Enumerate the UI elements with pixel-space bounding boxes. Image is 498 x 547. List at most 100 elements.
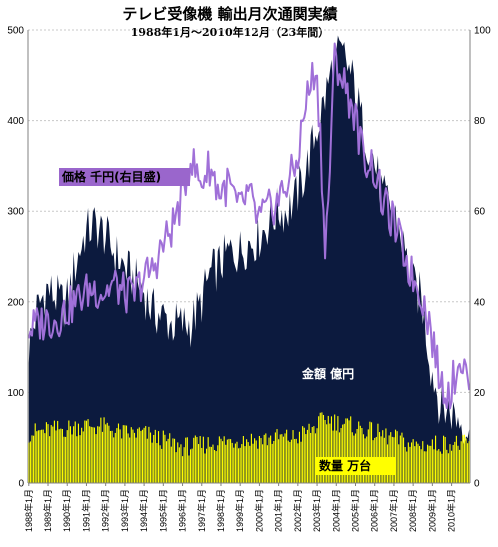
quantity-bar <box>108 425 110 483</box>
chart-title: テレビ受像機 輸出月次通関実績 <box>122 5 337 23</box>
quantity-bar <box>154 429 156 483</box>
quantity-bar <box>279 434 281 483</box>
x-tick-label: 1994年1月 <box>138 489 149 532</box>
quantity-bar <box>130 427 132 483</box>
quantity-bar <box>133 432 136 483</box>
quantity-bar <box>189 449 192 483</box>
quantity-bar <box>401 432 403 483</box>
quantity-bar <box>281 434 283 483</box>
quantity-bar <box>199 436 201 483</box>
quantity-bar <box>318 416 320 483</box>
quantity-bar <box>193 437 195 483</box>
quantity-bar <box>84 420 86 483</box>
x-tick-label: 1996年1月 <box>177 489 188 532</box>
quantity-bar <box>300 441 302 483</box>
x-tick-label: 1997年1月 <box>196 489 207 532</box>
quantity-bar <box>100 417 102 483</box>
quantity-bar <box>73 426 75 483</box>
price-line-series <box>27 42 471 410</box>
quantity-bar <box>119 429 121 483</box>
quantity-bar <box>109 431 112 483</box>
quantity-bar <box>225 444 227 483</box>
quantity-bar <box>423 451 425 483</box>
quantity-bar <box>95 434 97 483</box>
y-right-tick-label: 0 <box>474 479 480 490</box>
quantity-bar <box>455 435 457 483</box>
quantity-bar <box>223 436 225 483</box>
quantity-bar <box>260 438 262 483</box>
quantity-bar <box>430 445 432 483</box>
price-line <box>27 42 471 410</box>
quantity-bar <box>438 449 440 483</box>
quantity-bar <box>218 436 220 483</box>
quantity-bar <box>406 451 408 483</box>
quantity-bar <box>417 443 419 483</box>
quantity-bar <box>290 439 292 483</box>
quantity-bar <box>443 435 445 483</box>
quantity-bar <box>425 451 427 483</box>
quantity-bar <box>66 430 68 483</box>
quantity-bar <box>90 426 92 483</box>
x-tick-label: 2010年1月 <box>446 489 457 532</box>
quantity-bar <box>151 442 153 483</box>
quantity-bar <box>385 428 387 483</box>
quantity-bar <box>196 436 198 483</box>
quantity-bar <box>340 428 342 483</box>
quantity-bar <box>459 449 461 483</box>
x-tick-label: 2003年1月 <box>311 489 322 532</box>
quantity-bar <box>169 433 171 483</box>
quantity-bar <box>463 434 465 483</box>
quantity-bar <box>47 424 49 483</box>
y-left-tick-label: 500 <box>7 26 24 37</box>
y-right-tick-label: 20 <box>474 388 486 399</box>
quantity-bar <box>292 430 294 483</box>
quantity-bar <box>257 448 259 483</box>
quantity-bar <box>138 427 140 483</box>
quantity-bar <box>33 435 35 483</box>
quantity-bar <box>454 441 456 483</box>
quantity-bar <box>467 443 469 483</box>
quantity-bar <box>188 455 190 483</box>
quantity-bar <box>233 447 235 483</box>
quantity-bar <box>234 443 236 483</box>
quantity-bar <box>415 441 417 483</box>
quantity-bar <box>239 447 241 483</box>
quantity-bar <box>250 433 252 483</box>
quantity-bar <box>361 428 363 483</box>
quantity-bar <box>345 418 347 483</box>
quantity-bar <box>180 444 182 483</box>
quantity-bar <box>306 429 309 483</box>
y-left-tick-label: 400 <box>7 116 24 127</box>
quantity-bar <box>241 444 243 483</box>
quantity-bar <box>265 433 267 483</box>
quantity-bar <box>342 424 344 483</box>
quantity-bar <box>324 420 326 483</box>
quantity-bar <box>210 446 212 483</box>
quantity-bar <box>159 445 161 483</box>
quantity-bar <box>327 415 329 483</box>
quantity-bar <box>74 421 76 483</box>
quantity-bar <box>433 449 435 483</box>
quantity-bar <box>89 426 91 483</box>
quantity-bar <box>206 448 208 483</box>
quantity-bar <box>60 428 62 483</box>
quantity-bar <box>162 430 164 483</box>
quantity-bar <box>143 427 145 483</box>
quantity-bar <box>156 443 158 483</box>
quantity-bar <box>322 414 325 483</box>
quantity-bar <box>31 435 33 483</box>
x-tick-label: 1989年1月 <box>42 489 53 532</box>
quantity-bar <box>404 447 406 483</box>
quantity-bar <box>106 422 108 483</box>
quantity-bar <box>42 429 44 483</box>
quantity-bar <box>436 450 438 483</box>
quantity-bar <box>105 424 107 483</box>
x-tick-label: 2009年1月 <box>426 489 437 532</box>
quantity-bar <box>447 453 449 483</box>
quantity-bar <box>358 421 360 483</box>
y-left-tick-label: 300 <box>7 207 24 218</box>
quantity-bar <box>65 436 67 483</box>
quantity-bar <box>287 440 289 483</box>
quantity-bar <box>313 426 315 483</box>
quantity-bar <box>181 456 184 483</box>
